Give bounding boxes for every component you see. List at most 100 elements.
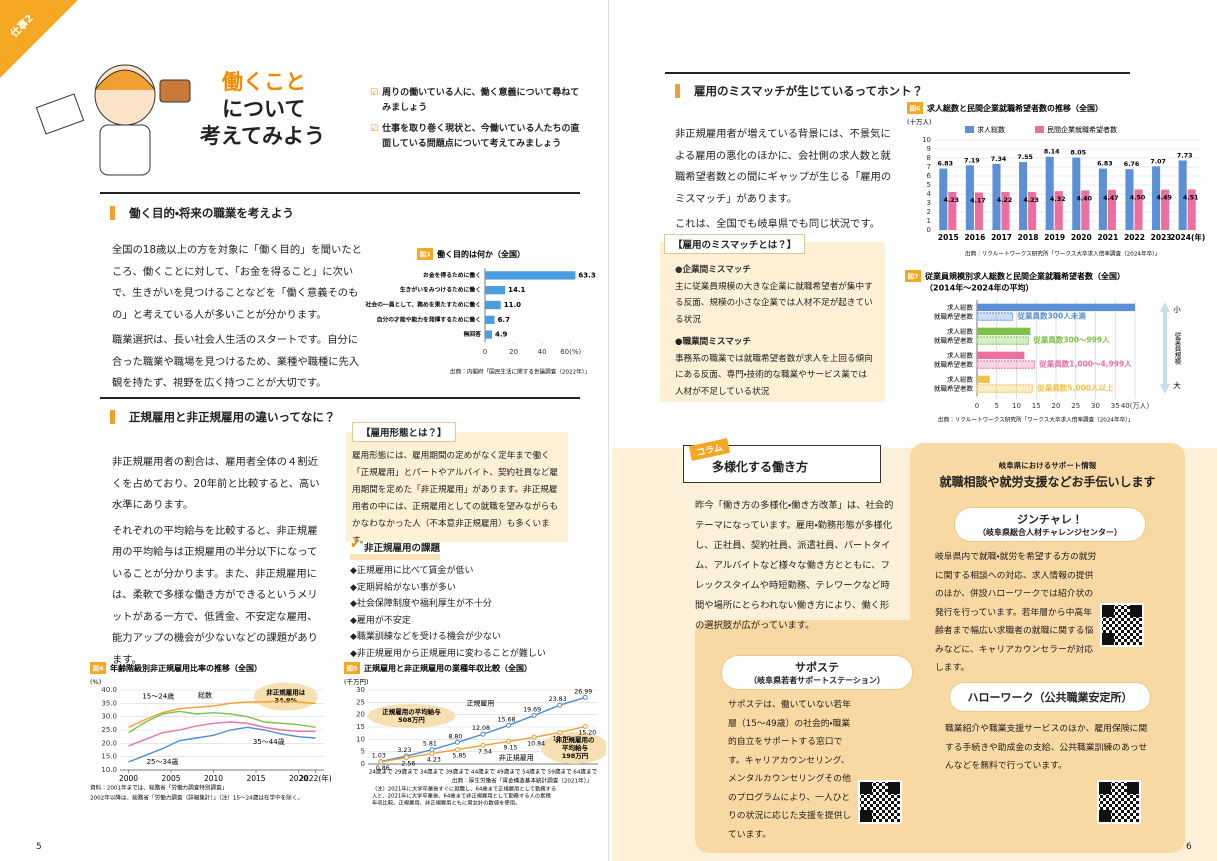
org-name: ジンチャレ！ — [955, 511, 1145, 527]
title-line: 働くこと — [222, 66, 306, 96]
category-label: 自分の才能や能力を発揮するために働く — [377, 315, 481, 323]
issues-title-text: 非正規雇用の課題 — [364, 543, 440, 554]
paragraph: 非正規雇用者の割合は、雇用者全体の４割近くを占めており、20年前と比較すると、高… — [112, 452, 327, 517]
issues-list: ◆正規雇用に比べて賃金が低い ◆定期昇給がない事が多い ◆社会保障制度や福利厚生… — [350, 563, 546, 662]
figure-label: 図4 — [92, 664, 104, 673]
value-label: 63.3 — [578, 271, 595, 279]
row-label: 就職希望者数 — [934, 384, 974, 393]
illustration — [30, 40, 200, 180]
org-label: サポステ（岐阜県若者サポートステーション） — [722, 656, 912, 689]
paragraph: 非正規雇用者が増えている背景には、不景気による雇用の悪化のほかに、会社側の求人数… — [675, 124, 893, 210]
y-tick-label: 2 — [927, 208, 931, 216]
value-label: 11.0 — [504, 301, 521, 309]
x-tick-label: 0 — [483, 348, 487, 356]
x-tick-label: 15 — [1032, 402, 1041, 410]
scale-label: 従業員規模 — [1173, 330, 1181, 365]
check-icon: ✔ — [350, 537, 361, 552]
x-tick-label: 2022(年) — [299, 773, 332, 783]
point — [507, 723, 511, 727]
book — [36, 94, 83, 134]
point — [481, 743, 485, 747]
x-tick-label: 2022 — [1124, 233, 1145, 242]
source-note: 出典：厚生労働省「賃金構造基本統計調査（2021年）」 — [452, 777, 592, 785]
x-tick-label: 2021 — [1097, 233, 1118, 242]
series-label: 15～24歳 — [142, 692, 174, 701]
figure-label: 図3 — [419, 250, 430, 259]
issue-item: ◆職業訓練などを受ける機会が少ない — [350, 629, 546, 646]
annotation: 正規雇用の平均給与 — [382, 707, 441, 716]
box-item-heading: ●職業間ミスマッチ — [675, 334, 875, 351]
x-tick-label: 2020 — [1071, 233, 1092, 242]
value-label: 4.50 — [1130, 195, 1146, 202]
x-tick-label: 2018 — [1018, 233, 1039, 242]
issue-item: ◆社会保障制度や福利厚生が不十分 — [350, 596, 546, 613]
checkbox: ☑ — [370, 122, 378, 152]
section-body: 非正規雇用者の割合は、雇用者全体の４割近くを占めており、20年前と比較すると、高… — [112, 452, 327, 675]
value-label: 10.84 — [527, 740, 545, 747]
source-note: 2002年以降は、総務省「労働力調査（詳細集計）」（注）15～24歳は在学中を除… — [90, 794, 303, 802]
point — [455, 740, 459, 744]
category-label: 生きがいをみつけるために働く — [400, 286, 481, 294]
info-box-title: 【雇用のミスマッチとは？】 — [664, 234, 805, 254]
value-label: 15.20 — [578, 730, 596, 737]
x-tick-label: 2010 — [204, 774, 223, 783]
box-item-heading: ●企業間ミスマッチ — [675, 262, 875, 279]
y-tick-label: 20.0 — [101, 739, 117, 747]
x-tick-label: 30 — [1091, 402, 1100, 410]
figure-label: 図6 — [909, 104, 921, 113]
bag — [160, 80, 190, 102]
org-label: ジンチャレ！（岐阜県総合人材チャレンジセンター） — [955, 508, 1145, 541]
bar — [1046, 157, 1054, 230]
annotation: 非正規雇用は — [266, 688, 306, 697]
value-label: 1.03 — [372, 752, 386, 759]
point — [558, 703, 562, 707]
point — [507, 739, 511, 743]
value-label: 4.23 — [1023, 197, 1039, 204]
value-label: 7.73 — [1177, 152, 1193, 159]
value-label: 4.47 — [1103, 195, 1119, 202]
org-text: 職業紹介や職業支援サービスのほか、雇用保険に関する手続きや助成金の支給、公共職業… — [945, 720, 1150, 776]
x-tick-label: 34歳まで — [420, 768, 444, 776]
page: 働くことについて考えてみよう {"page_left":{"tag":"仕事2"… — [0, 0, 1217, 861]
chart-title: 正規雇用と非正規雇用の業種年収比較（全国） — [364, 663, 532, 673]
qr-code — [1100, 603, 1144, 647]
x-tick-label: 0 — [975, 402, 979, 410]
x-tick-label: 44歳まで — [471, 768, 495, 776]
check-item: ☑仕事を取り巻く現状と、今働いている人たちの直面している問題点について考えてみま… — [370, 122, 580, 152]
org-name: サポステ — [722, 659, 912, 675]
x-tick-label: 29歳まで — [394, 768, 418, 776]
value-label: 23.83 — [549, 696, 567, 703]
bar — [977, 376, 990, 383]
y-tick-label: 7 — [927, 163, 931, 171]
legend-label: 求人総数 — [977, 125, 1005, 134]
x-tick-label: 2015 — [938, 233, 959, 242]
chart: 図7従業員規模別求人総数と民間企業就職希望者数（全国）（2014年～2024年の… — [903, 268, 1211, 432]
bar — [485, 271, 575, 279]
y-tick-label: 10 — [356, 735, 365, 743]
row-label: 求人総数 — [947, 302, 974, 311]
point — [583, 725, 587, 729]
source-note: 出典：リクルートワークス研究所「ワークス大卒求人倍率調査（2024年卒）」 — [965, 250, 1161, 258]
paragraph: これは、全国でも岐阜県でも同じ状況です。 — [675, 214, 893, 236]
bar — [1072, 158, 1080, 230]
y-tick-label: 40.0 — [101, 686, 117, 694]
y-tick-label: 10.0 — [101, 766, 117, 774]
row-label: 就職希望者数 — [934, 312, 974, 321]
info-box-body: ●企業間ミスマッチ 主に従業員規模の大きな企業に就職希望者が集中する反面、規模の… — [675, 262, 875, 400]
issues-title: ✔非正規雇用の課題 — [350, 540, 440, 560]
value-label: 7.54 — [478, 748, 492, 755]
value-label: 6.7 — [498, 316, 511, 324]
value-label: 4.40 — [1077, 195, 1093, 202]
point — [532, 735, 536, 739]
x-tick-label: 49歳まで — [497, 768, 521, 776]
chart: 図3働く目的は何か（全国）0204060(%)お金を得るために働く63.3生きが… — [345, 246, 607, 381]
source-note: 出典：リクルートワークス研究所「ワークス大卒求人倍率調査（2024年卒）」 — [938, 416, 1134, 424]
y-unit: (千万円) — [344, 677, 369, 686]
section-body: 非正規雇用者が増えている背景には、不景気による雇用の悪化のほかに、会社側の求人数… — [675, 124, 893, 240]
column-text: 昨今「働き方の多様化・働き方改革」は、社会的テーマになっています。雇用・勤務形態… — [695, 496, 895, 636]
qr-code — [858, 780, 902, 824]
annotation: 198万円 — [562, 752, 589, 760]
y-tick-label: 30 — [356, 686, 365, 694]
y-tick-label: 3 — [927, 199, 931, 207]
chart-note: 年収比較。正規雇用、非正規雇用ともに男女計の数値を使用。 — [372, 799, 520, 807]
